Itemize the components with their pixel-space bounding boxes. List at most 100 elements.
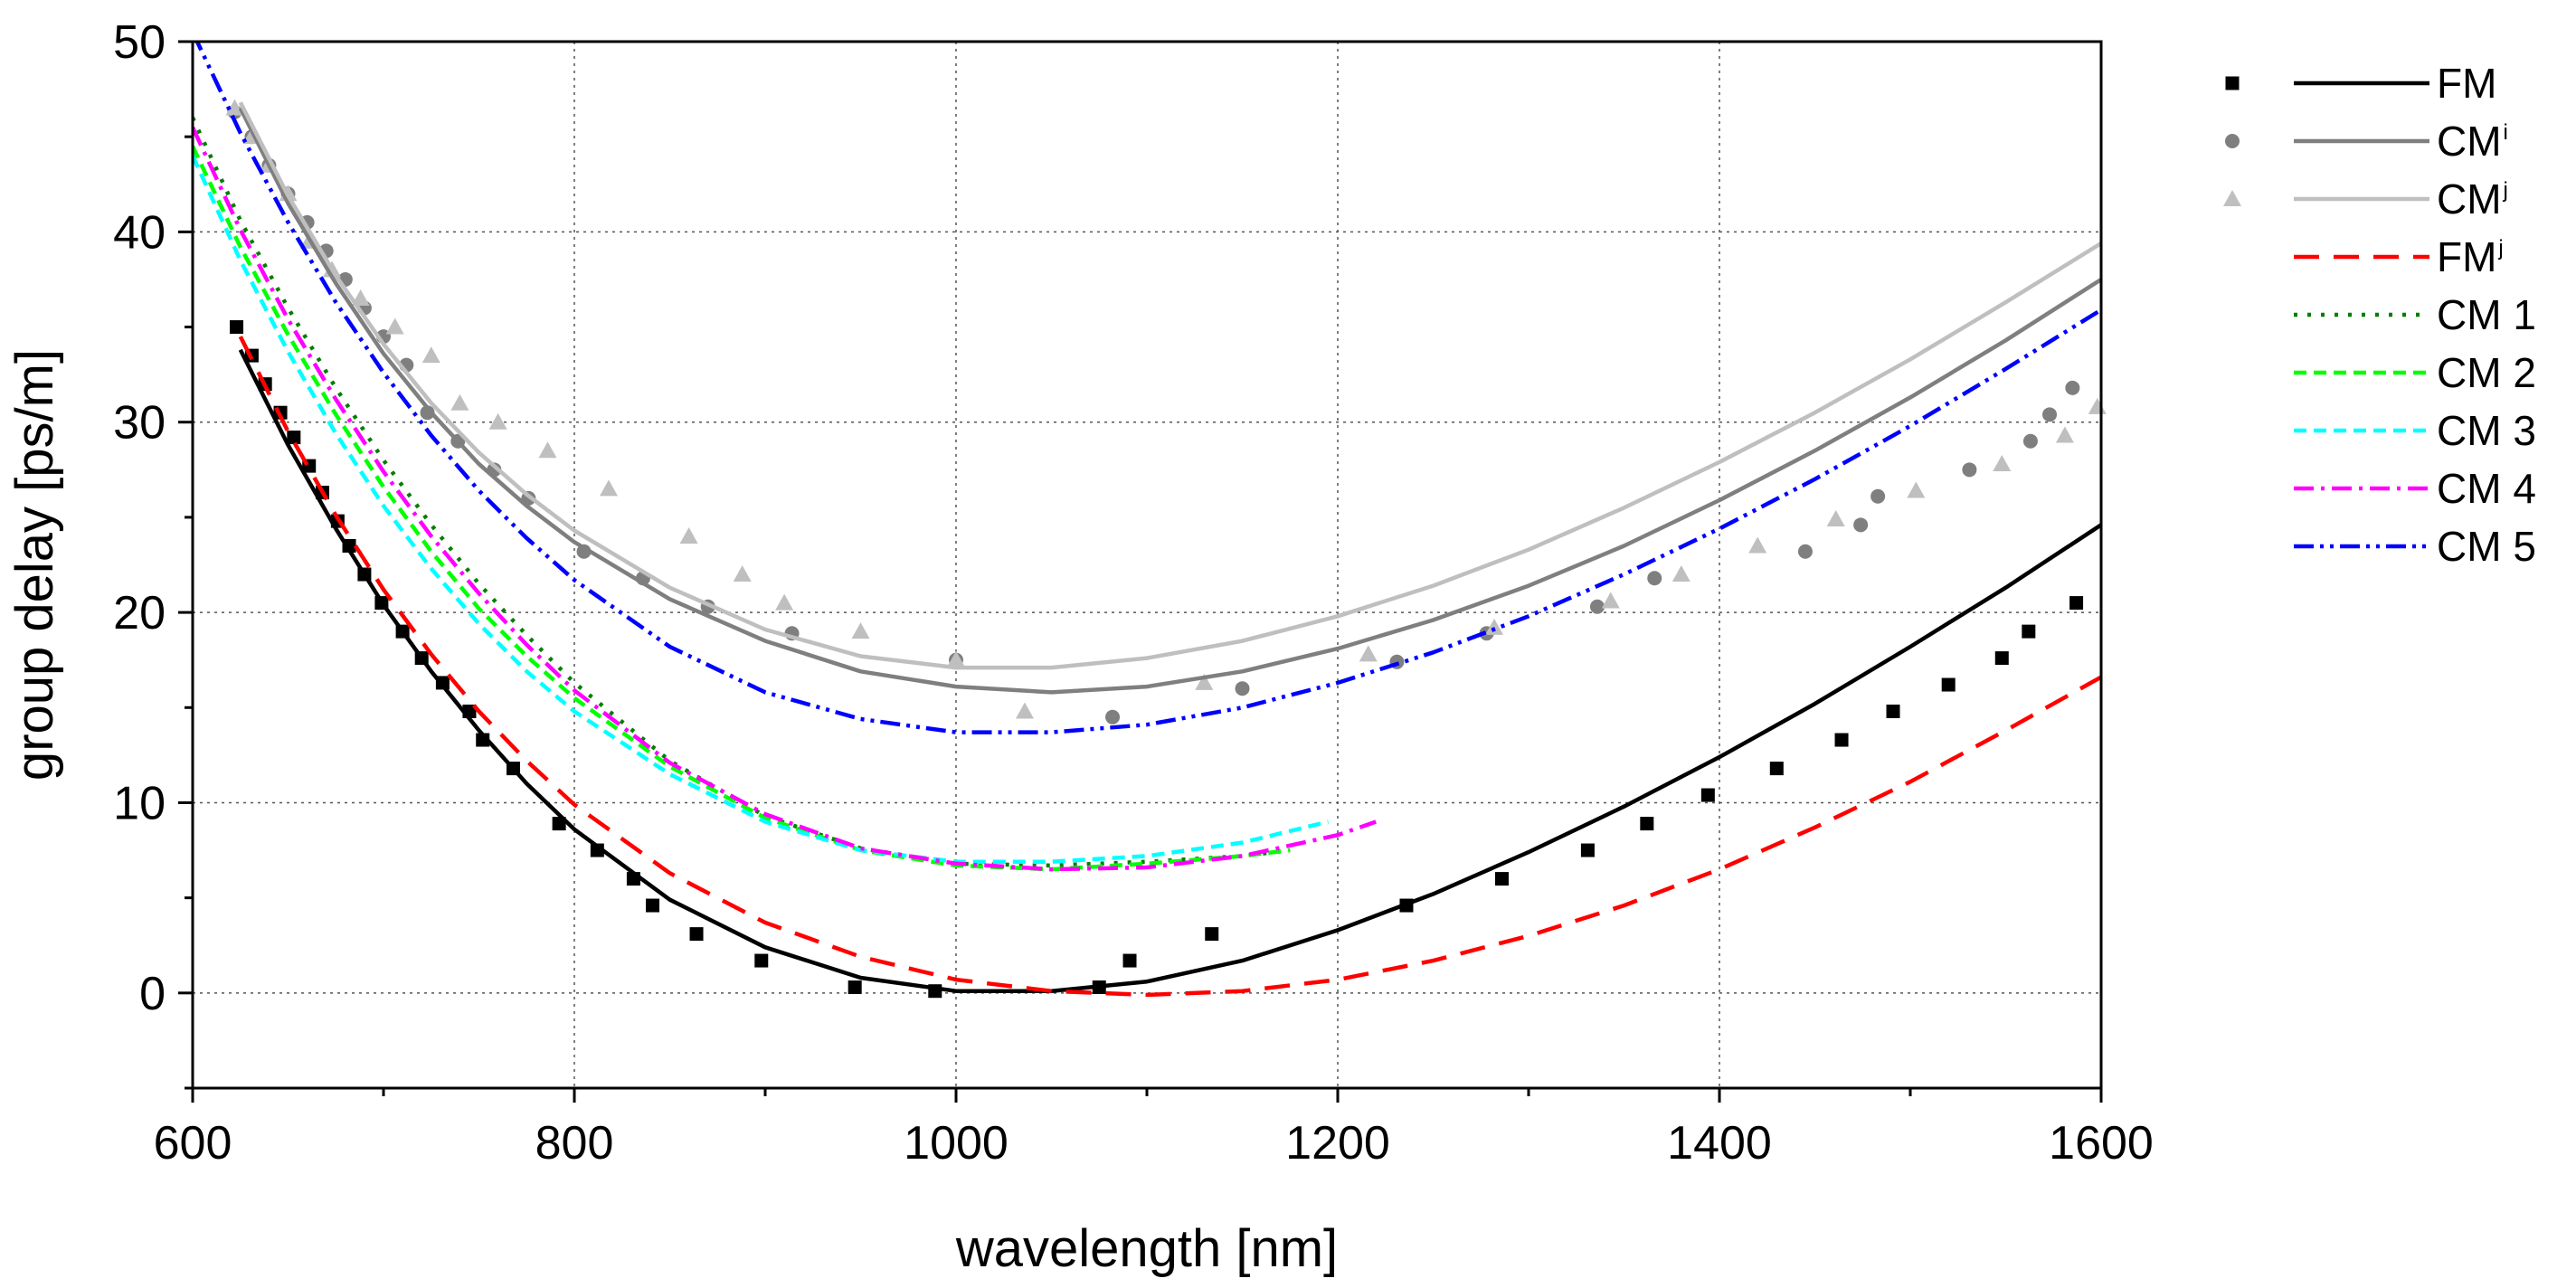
data-point [1907,481,1926,498]
series-line-cm-j [238,101,2101,670]
plot-frame [191,40,2103,1090]
legend-label: CM 1 [2437,291,2536,338]
legend-entry: CM 4 [2294,465,2536,512]
x-tick-label: 800 [535,1117,614,1170]
data-point [1700,788,1715,802]
data-point [225,99,244,116]
series-line-cm-2 [193,145,1291,872]
data-point [1601,592,1620,609]
data-point [679,526,698,544]
data-point [1870,488,1886,504]
data-point [2042,407,2058,422]
legend-entry: CM 2 [2294,349,2536,396]
x-tick-label: 600 [154,1117,232,1170]
data-point [1105,709,1121,724]
legend-entry: CM 5 [2294,523,2536,570]
data-point [851,622,870,639]
legend-label-sup: j [2503,178,2508,203]
data-point [1748,536,1767,554]
legend-label: CM 2 [2437,349,2536,396]
legend-label: FMj [2437,233,2504,280]
series-line-fm [238,348,2101,993]
legend-label-sup: i [2504,120,2508,145]
data-point [2022,433,2038,449]
axis-ticks: 600 800 1000 1200 1400 1600 0 10 20 30 40 50 [113,16,2154,1170]
data-point [848,980,862,995]
data-point [420,405,435,421]
data-point [1205,927,1219,942]
data-point [733,565,752,582]
y-tick-label: 0 [139,968,166,1020]
series-line-cm-1 [193,117,1291,868]
series-line-cm-4 [193,126,1377,872]
data-point [385,317,404,335]
legend-marker [2225,134,2240,148]
data-point [689,927,704,942]
series-line-cm-3 [193,155,1330,864]
data-point [1235,681,1250,696]
data-point [2022,624,2036,639]
x-axis-title: wavelength [nm] [955,1219,1338,1278]
data-point [599,479,618,497]
data-point [421,346,440,364]
x-tick-label: 1200 [1285,1117,1390,1170]
y-tick-label: 50 [113,16,166,69]
data-point [1886,704,1900,718]
y-tick-label: 10 [113,777,166,829]
data-point [646,898,660,913]
legend-label: CMi [2437,118,2508,165]
data-point [1797,544,1813,559]
legend-label: CM 3 [2437,407,2536,454]
data-point [2088,397,2107,414]
legend-marker [2225,76,2240,90]
y-tick-label: 20 [113,587,166,639]
data-point [2065,380,2080,395]
x-tick-label: 1600 [2049,1117,2154,1170]
data-point [450,393,469,411]
legend-entry: CM 3 [2294,407,2536,454]
legend-label: FM [2437,60,2496,107]
series-line-fm-j [238,336,2101,998]
x-tick-label: 1400 [1667,1117,1772,1170]
data-point [947,650,965,668]
legend-label: CM 4 [2437,465,2536,512]
y-tick-label: 40 [113,206,166,259]
data-point [1647,571,1662,586]
legend-entry: CMi [2225,118,2508,165]
data-point [2055,426,2074,443]
grid [193,42,2101,1088]
data-point [1015,702,1034,719]
legend-entry: CM 1 [2294,291,2536,338]
data-point [1994,651,2009,666]
data-point [1769,762,1784,776]
data-point [1640,817,1654,831]
legend-entry: FM [2225,60,2496,107]
data-point [754,953,769,968]
y-axis-title: group delay [ps/m] [5,349,64,781]
legend-label: CM 5 [2437,523,2536,570]
series-points-fm [230,320,2084,999]
legend-entry: CMj [2223,175,2508,223]
series-line-cm-5 [194,42,2101,734]
data-point [1580,843,1595,857]
data-point [1834,733,1849,747]
y-tick-label: 30 [113,397,166,450]
x-tick-label: 1000 [904,1117,1009,1170]
legend-label-sup: j [2497,236,2503,260]
data-point [1589,599,1605,614]
legend-label: CMj [2437,175,2508,223]
data-point [1494,872,1509,886]
legend-entry: FMj [2294,233,2504,280]
data-point [230,320,244,335]
data-point [1359,645,1378,662]
data-point [1672,565,1690,582]
data-point [287,431,301,445]
data-point [1826,510,1845,527]
data-point [1993,455,2012,472]
legend: FM CMi CMj FMj CM 1 CM 2 CM 3 CM 4 CM 5 [2223,60,2536,570]
data-point [1941,677,1956,692]
data-point [488,412,507,430]
data-point [1962,462,1977,478]
series-line-cm-i [238,107,2101,695]
